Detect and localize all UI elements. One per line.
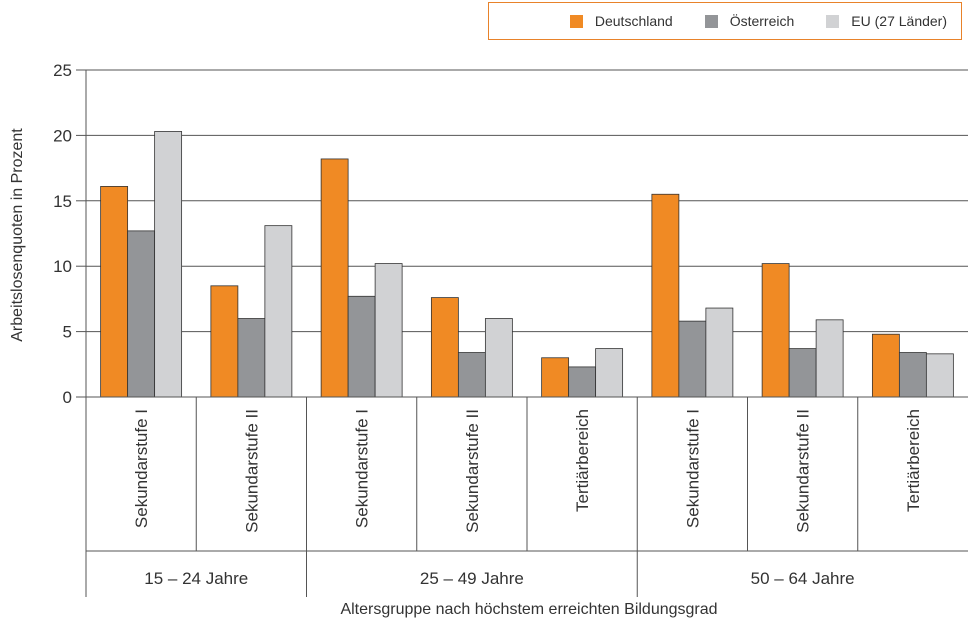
legend-swatch [569,14,583,28]
category-label: Sekundarstufe I [353,409,372,528]
bar-deutschland [320,158,349,398]
legend: Deutschland Österreich EU (27 Länder) [488,2,962,40]
bar-österreich [237,318,266,398]
category-label: Sekundarstufe I [132,409,151,528]
bar-eu-27-länder- [925,353,954,398]
bar-deutschland [100,186,129,398]
bar-deutschland [430,297,459,398]
category-label: Tertiärbereich [573,409,592,512]
bar-deutschland [210,285,239,398]
bar-österreich [678,320,707,398]
group-label: 25 – 49 Jahre [420,569,524,588]
y-tick-label: 20 [53,126,72,145]
legend-swatch [826,14,840,28]
category-label: Sekundarstufe II [242,409,261,533]
legend-label: EU (27 Länder) [851,13,947,29]
legend-label: Deutschland [594,13,673,29]
group-label: 50 – 64 Jahre [751,569,855,588]
y-tick-label: 10 [53,257,72,276]
x-axis-label: Altersgruppe nach höchstem erreichten Bi… [340,601,717,618]
bar-eu-27-länder- [374,263,403,398]
category-label: Tertiärbereich [904,409,923,512]
bar-österreich [347,295,376,398]
y-tick-label: 0 [63,388,72,407]
bar-österreich [127,230,156,398]
y-tick-label: 15 [53,192,72,211]
legend-item: Österreich [704,13,795,29]
legend-item: EU (27 Länder) [826,13,947,29]
bar-österreich [457,352,486,398]
category-label: Sekundarstufe II [794,409,813,533]
category-label: Sekundarstufe II [463,409,482,533]
bar-österreich [568,366,597,398]
bars [100,131,954,398]
bar-österreich [898,352,927,398]
group-label: 15 – 24 Jahre [144,569,248,588]
bar-eu-27-länder- [595,348,624,398]
legend-swatch [704,14,718,28]
y-tick-label: 25 [53,61,72,80]
y-tick-label: 5 [63,323,72,342]
bar-eu-27-länder- [264,225,293,398]
axes: 0 5 10 15 20 25 Sekundarstufe I Sekundarstufe I… [53,61,968,597]
bar-deutschland [541,357,570,398]
bar-deutschland [871,333,900,398]
bar-eu-27-länder- [154,131,183,398]
bar-deutschland [761,263,790,398]
y-axis-label: Arbeitslosenquoten in Prozent [9,128,26,342]
bar-deutschland [651,193,680,398]
legend-item: Deutschland [569,13,673,29]
category-label: Sekundarstufe I [683,409,702,528]
bar-eu-27-länder- [815,319,844,398]
legend-label: Österreich [729,13,795,29]
bar-eu-27-länder- [484,318,513,398]
bar-österreich [788,348,817,398]
bar-eu-27-länder- [705,307,734,398]
